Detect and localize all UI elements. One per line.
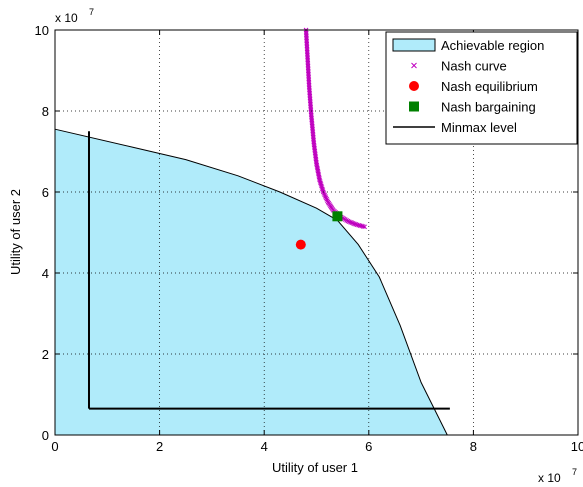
x-tick-label: 2 <box>156 439 163 454</box>
legend-item: Nash bargaining <box>409 100 536 115</box>
y-tick-label: 10 <box>35 23 49 38</box>
y-multiplier: x 10 7 <box>55 7 94 25</box>
x-tick-label: 0 <box>51 439 58 454</box>
legend-swatch-nash-equilibrium <box>409 81 419 91</box>
y-multiplier-exponent: 7 <box>89 7 94 17</box>
achievable-region-boundary <box>54 128 448 436</box>
nash-bargaining-point <box>332 211 343 222</box>
y-tick-label: 2 <box>42 347 49 362</box>
legend-label: Achievable region <box>441 38 544 53</box>
x-tick-label: 10 <box>571 439 583 454</box>
legend-swatch-nash-bargaining <box>409 101 419 112</box>
plot-area <box>54 27 450 436</box>
legend-item: Nash curve <box>411 59 507 74</box>
legend-label: Nash curve <box>441 59 507 74</box>
x-axis-label: Utility of user 1 <box>272 460 358 475</box>
y-tick-label: 6 <box>42 185 49 200</box>
x-tick-label: 4 <box>261 439 268 454</box>
legend-swatch-region <box>392 38 436 52</box>
nash-curve-point <box>348 219 353 225</box>
nash-curve-point <box>352 221 357 227</box>
x-multiplier: x 10 7 <box>538 467 577 485</box>
nash-curve-point <box>362 224 367 230</box>
y-tick-label: 8 <box>42 104 49 119</box>
legend-label: Nash bargaining <box>441 100 536 115</box>
y-tick-label: 0 <box>42 428 49 443</box>
x-multiplier-base: x 10 <box>538 471 561 485</box>
legend-label: Minmax level <box>441 120 517 135</box>
y-axis-label: Utility of user 2 <box>8 189 23 275</box>
legend-item: Achievable region <box>392 38 544 53</box>
axes-box <box>54 29 579 436</box>
x-tick-label: 8 <box>470 439 477 454</box>
x-tick-label: 6 <box>365 439 372 454</box>
legend-item: Minmax level <box>393 120 517 135</box>
nash-curve-point <box>349 220 355 226</box>
legend-item: Nash equilibrium <box>409 79 538 94</box>
x-multiplier-exponent: 7 <box>572 467 577 477</box>
y-tick-label: 4 <box>42 266 49 281</box>
nash-curve-point <box>360 224 366 229</box>
legend-label: Nash equilibrium <box>441 79 538 94</box>
nash-curve-point <box>350 220 356 226</box>
nash-equilibrium-point <box>295 239 306 250</box>
nash-curve-point <box>345 218 351 224</box>
legend: Achievable region Nash curve Nash equilibr… <box>385 31 578 145</box>
y-multiplier-base: x 10 <box>55 11 78 25</box>
nash-curve-point <box>346 219 352 225</box>
axes: 0 2 4 6 8 10 0 2 4 6 8 10 <box>35 23 583 454</box>
legend-swatch-nash-curve <box>411 62 417 69</box>
achievable-region-area <box>55 129 448 435</box>
